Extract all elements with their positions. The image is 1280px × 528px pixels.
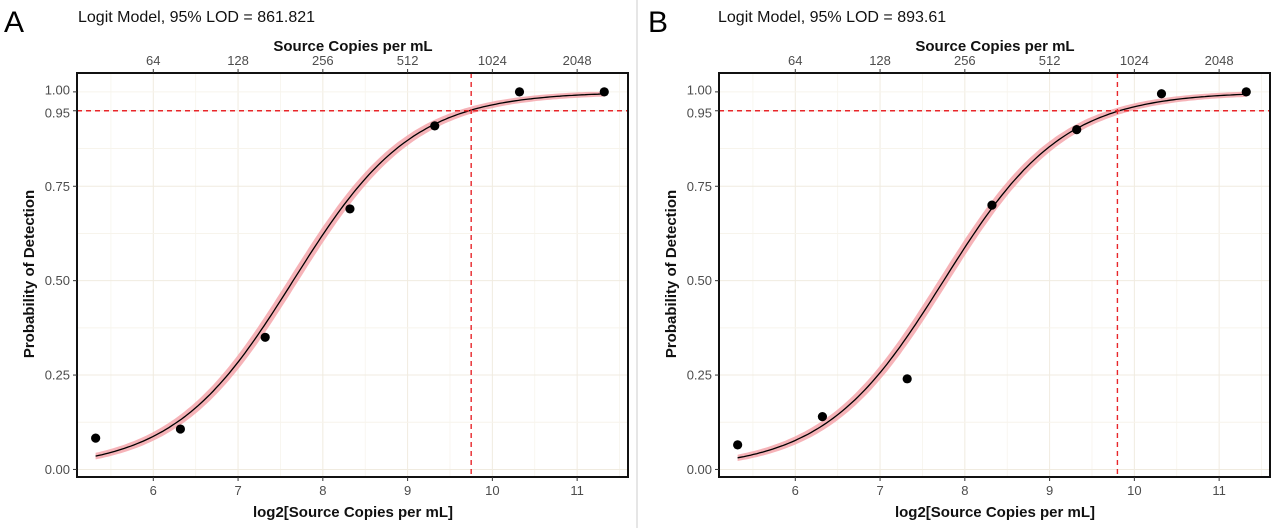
data-point — [1241, 87, 1251, 97]
plot-title: Logit Model, 95% LOD = 861.821 — [78, 9, 315, 26]
y-axis-title: Probability of Detection — [21, 190, 38, 358]
data-point — [902, 374, 912, 384]
y-tick-label: 1.00 — [687, 82, 712, 97]
x-tick-label: 11 — [570, 483, 584, 498]
x2-tick-label: 1024 — [478, 53, 507, 68]
x-tick-label: 10 — [1127, 483, 1141, 498]
x-tick-label: 11 — [1212, 483, 1226, 498]
chart-a-svg: A Logit Model, 95% LOD = 861.821 Source … — [4, 6, 629, 521]
grid — [719, 73, 1270, 477]
y-tick-label: 1.00 — [45, 82, 70, 97]
y-tick-label: 0.50 — [45, 273, 70, 288]
x2-tick-label: 128 — [227, 53, 249, 68]
x2-tick-label: 512 — [1039, 53, 1061, 68]
x2-tick-label: 2048 — [563, 53, 592, 68]
y-tick-label: 0.95 — [45, 105, 70, 120]
data-point — [345, 204, 355, 214]
plot-border — [76, 72, 629, 478]
y-tick-label: 0.00 — [45, 462, 70, 477]
secondary-x-axis-title: Source Copies per mL — [915, 38, 1074, 55]
data-point — [514, 87, 525, 97]
confidence-band — [737, 91, 1247, 462]
plot-title: Logit Model, 95% LOD = 893.61 — [718, 9, 946, 26]
y-tick-label: 0.75 — [687, 179, 712, 194]
y-tick-label: 0.75 — [45, 179, 70, 194]
data-point — [599, 87, 609, 97]
x2-tick-label: 64 — [146, 53, 160, 68]
x-tick-label: 7 — [234, 483, 241, 498]
y-tick-label: 0.50 — [687, 273, 712, 288]
x-axis-title: log2[Source Copies per mL] — [895, 504, 1095, 521]
x2-tick-label: 2048 — [1205, 53, 1234, 68]
y-tick-label: 0.25 — [687, 368, 712, 383]
x-tick-label: 8 — [961, 483, 968, 498]
x2-tick-label: 1024 — [1120, 53, 1149, 68]
x-tick-label: 7 — [876, 483, 883, 498]
x-tick-label: 8 — [319, 483, 326, 498]
data-point — [817, 411, 828, 422]
chart-panel-b: B Logit Model, 95% LOD = 893.61 Source C… — [640, 0, 1280, 528]
panel-divider — [636, 0, 638, 528]
x-tick-label: 9 — [1046, 483, 1053, 498]
grid — [77, 73, 628, 477]
panel-label: A — [4, 6, 24, 39]
x2-tick-label: 512 — [397, 53, 419, 68]
secondary-x-axis-title: Source Copies per mL — [273, 38, 432, 55]
fit-curve — [95, 93, 605, 457]
x-tick-label: 6 — [150, 483, 157, 498]
panel-label: B — [648, 6, 668, 39]
plot-area — [719, 73, 1270, 477]
y-tick-label: 0.95 — [687, 105, 712, 120]
data-point — [175, 424, 186, 434]
y-tick-label: 0.00 — [687, 462, 712, 477]
x2-tick-label: 64 — [788, 53, 802, 68]
data-point — [733, 440, 743, 450]
x2-tick-label: 256 — [954, 53, 976, 68]
data-point — [430, 121, 440, 131]
data-point — [91, 433, 101, 443]
x-tick-label: 10 — [485, 483, 499, 498]
confidence-band — [95, 91, 605, 460]
x-tick-label: 9 — [404, 483, 411, 498]
chart-b-svg: B Logit Model, 95% LOD = 893.61 Source C… — [648, 6, 1271, 521]
x-axis-title: log2[Source Copies per mL] — [253, 504, 453, 521]
y-axis-title: Probability of Detection — [663, 190, 680, 358]
plot-border — [718, 72, 1271, 478]
x2-tick-label: 128 — [869, 53, 891, 68]
data-point — [1156, 89, 1167, 99]
data-point — [260, 332, 270, 342]
data-point — [987, 200, 997, 210]
plot-area — [77, 73, 628, 477]
x-tick-label: 6 — [792, 483, 799, 498]
data-point — [1072, 125, 1082, 135]
x2-tick-label: 256 — [312, 53, 334, 68]
y-tick-label: 0.25 — [45, 368, 70, 383]
chart-panel-a: A Logit Model, 95% LOD = 861.821 Source … — [0, 0, 636, 528]
